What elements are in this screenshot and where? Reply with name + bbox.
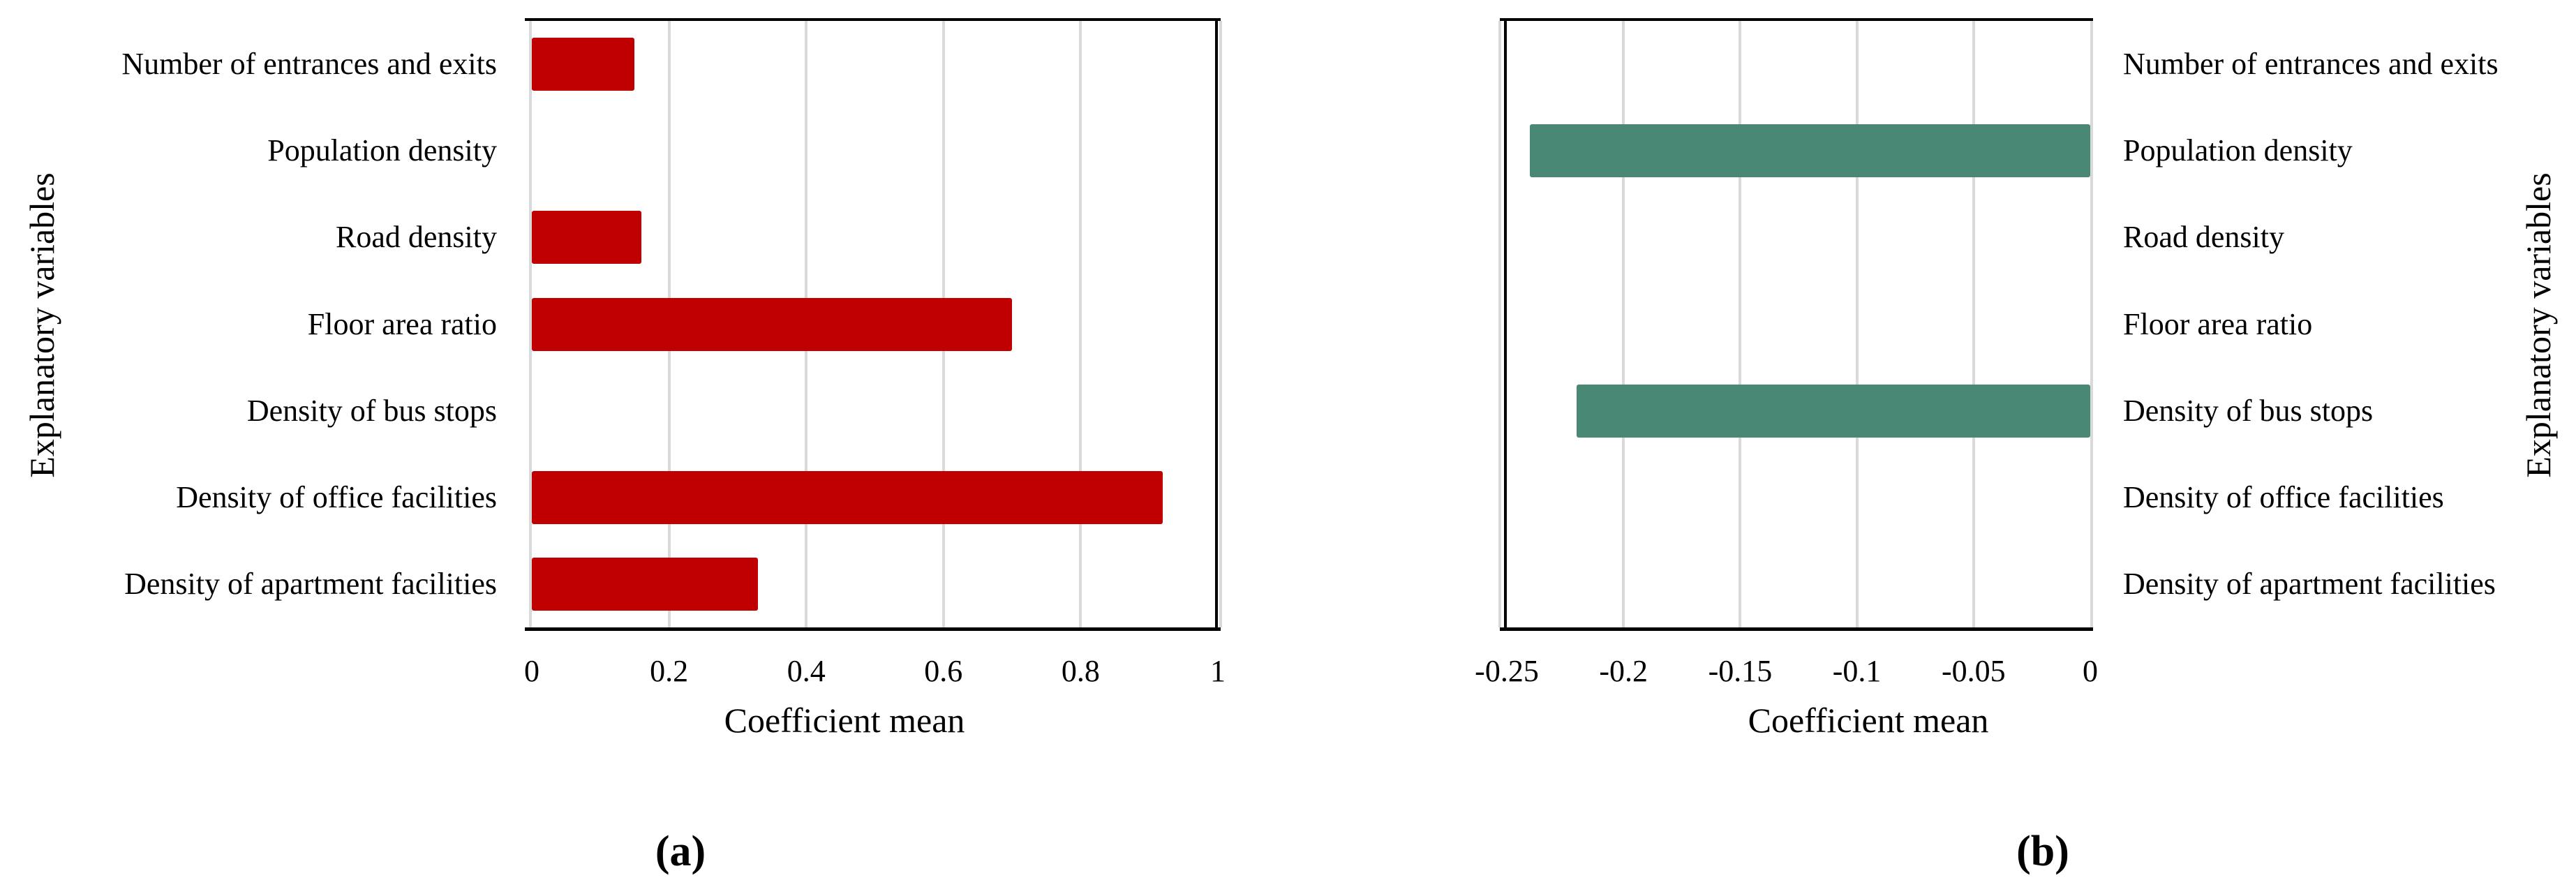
- x-tick-label: -0.25: [1475, 654, 1539, 688]
- x-axis-title-chart-b: Coefficient mean: [1748, 701, 1989, 740]
- category-label: Density of bus stops: [2123, 393, 2374, 428]
- bar-population-density: [1530, 124, 2090, 178]
- x-tick-label: 0.4: [787, 654, 826, 688]
- x-axis-title-chart-a: Coefficient mean: [724, 701, 965, 740]
- x-tick-label: 0.6: [924, 654, 963, 688]
- bar-density-of-apartment-facilities: [532, 557, 759, 611]
- plot-border-top: [525, 18, 1221, 21]
- zero-axis-line: [2090, 21, 2093, 627]
- x-tick-label: 0: [2083, 654, 2098, 688]
- category-label: Population density: [2123, 133, 2353, 168]
- gridline: [1079, 21, 1082, 627]
- category-label: Floor area ratio: [307, 306, 497, 341]
- x-tick-label: 0.2: [650, 654, 689, 688]
- plot-border-side: [1504, 18, 1507, 631]
- category-label: Density of office facilities: [176, 479, 497, 514]
- category-label: Road density: [336, 220, 497, 255]
- x-axis-line: [1500, 627, 2093, 631]
- x-axis-line: [525, 627, 1221, 631]
- category-label: Number of entrances and exits: [121, 47, 497, 82]
- gridline: [1622, 21, 1625, 627]
- bar-density-of-bus-stops: [1577, 384, 2090, 438]
- gridline: [1498, 21, 1501, 627]
- zero-axis-line: [529, 21, 532, 627]
- plot-border-side: [1215, 18, 1218, 631]
- category-label: Floor area ratio: [2123, 306, 2313, 341]
- bar-number-of-entrances-and-exits: [532, 38, 635, 91]
- bar-road-density: [532, 211, 642, 265]
- category-label: Density of bus stops: [246, 393, 497, 428]
- x-tick-label: -0.1: [1832, 654, 1882, 688]
- x-tick-label: -0.15: [1708, 654, 1773, 688]
- x-tick-label: 0: [524, 654, 539, 688]
- category-label: Density of apartment facilities: [124, 566, 497, 601]
- caption-b: (b): [2016, 828, 2069, 875]
- gridline: [1855, 21, 1859, 627]
- bar-density-of-office-facilities: [532, 470, 1163, 524]
- category-label: Road density: [2123, 220, 2284, 255]
- caption-a: (a): [655, 828, 706, 875]
- x-tick-label: -0.05: [1941, 654, 2006, 688]
- x-tick-label: 1: [1210, 654, 1226, 688]
- category-label: Density of apartment facilities: [2123, 566, 2496, 601]
- x-tick-label: 0.8: [1061, 654, 1100, 688]
- x-tick-label: -0.2: [1599, 654, 1648, 688]
- category-label: Density of office facilities: [2123, 479, 2444, 514]
- bar-floor-area-ratio: [532, 297, 1013, 351]
- gridline: [1739, 21, 1742, 627]
- category-label: Population density: [267, 133, 497, 168]
- gridline: [1219, 21, 1222, 627]
- gridline: [1972, 21, 1975, 627]
- category-label: Number of entrances and exits: [2123, 47, 2499, 82]
- plot-border-top: [1500, 18, 2093, 21]
